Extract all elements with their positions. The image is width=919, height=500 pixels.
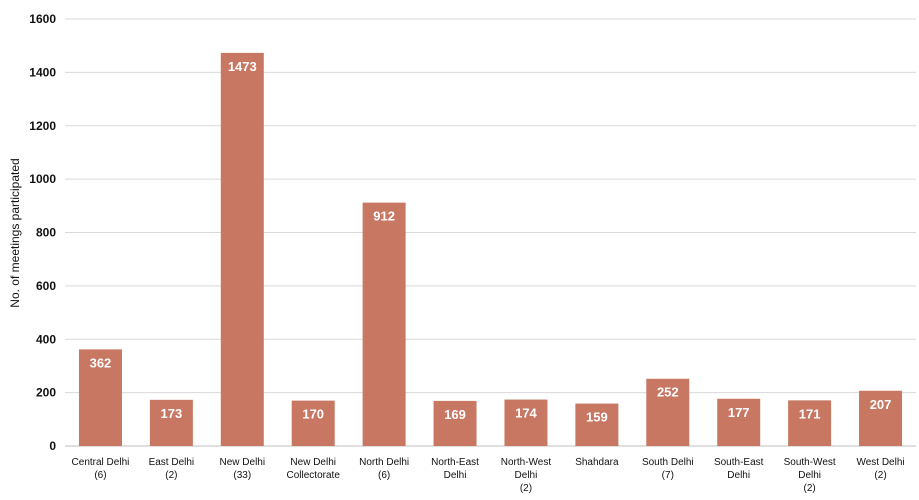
y-tick-label: 800 <box>36 226 56 240</box>
bar <box>646 378 690 446</box>
data-label: 362 <box>90 355 112 370</box>
bar <box>788 400 832 446</box>
data-label: 1473 <box>228 59 257 74</box>
data-label: 159 <box>586 410 608 425</box>
x-axis-categories: Central Delhi (6) East Delhi (2) New Delhi (3… <box>72 457 905 494</box>
data-label: 912 <box>373 209 395 224</box>
category-label: South-East Delhi <box>714 457 764 481</box>
bar <box>504 399 548 446</box>
y-tick-label: 600 <box>36 279 56 293</box>
category-label: West Delhi (2) <box>856 457 904 481</box>
category-label: South Delhi (7) <box>642 457 694 481</box>
y-tick-label: 200 <box>36 386 56 400</box>
category-label: North Delhi (6) <box>359 457 409 481</box>
y-tick-label: 1000 <box>29 172 56 186</box>
data-label: 252 <box>657 385 679 400</box>
y-tick-label: 400 <box>36 332 56 346</box>
bar <box>149 399 193 446</box>
bar <box>220 52 264 446</box>
category-label: South-West Delhi (2) <box>784 457 836 494</box>
data-label: 171 <box>799 406 821 421</box>
category-label: Shahdara <box>575 457 619 468</box>
bar <box>291 400 335 446</box>
y-tick-label: 1600 <box>29 12 56 26</box>
category-label: North-West Delhi (2) <box>501 457 552 494</box>
data-labels: 362 173 1473 170 912 169 174 159 252 177 171 207 <box>90 59 892 425</box>
data-label: 177 <box>728 405 750 420</box>
data-label: 170 <box>302 407 324 422</box>
y-axis-label: No. of meetings participated <box>8 158 22 307</box>
data-label: 174 <box>515 406 537 421</box>
bars <box>78 52 903 446</box>
y-axis-ticks: 0 200 400 600 800 1000 1200 1400 1600 <box>29 12 56 453</box>
bar <box>433 400 477 446</box>
gridlines <box>65 18 916 447</box>
category-label: New Delhi (33) <box>220 457 266 481</box>
y-tick-label: 1200 <box>29 119 56 133</box>
category-label: New Delhi Collectorate <box>287 457 341 481</box>
bar <box>717 398 761 446</box>
category-label: East Delhi (2) <box>149 457 195 481</box>
data-label: 169 <box>444 407 466 422</box>
bar <box>362 202 406 446</box>
data-label: 207 <box>870 397 892 412</box>
category-label: Central Delhi (6) <box>72 457 130 481</box>
bar <box>575 403 619 446</box>
category-label: North-East Delhi <box>431 457 479 481</box>
y-tick-label: 1400 <box>29 65 56 79</box>
bar <box>78 349 122 446</box>
y-tick-label: 0 <box>49 439 56 453</box>
data-label: 173 <box>161 406 183 421</box>
bar <box>859 390 903 446</box>
